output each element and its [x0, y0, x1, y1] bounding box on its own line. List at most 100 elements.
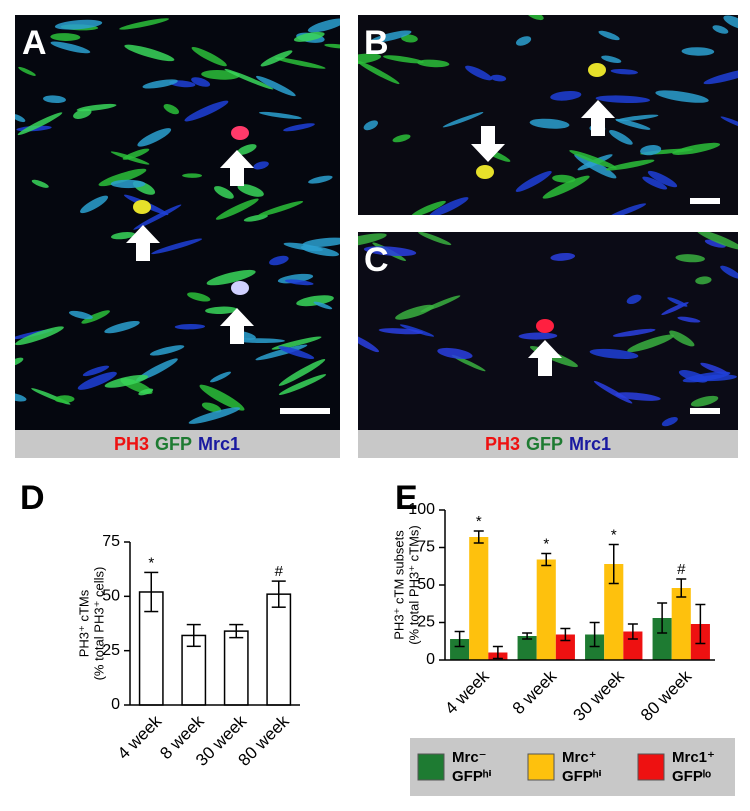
arrow — [126, 225, 160, 261]
cells — [358, 15, 738, 215]
cell — [669, 330, 695, 347]
legend-label: Mrc⁻ GFPʰⁱ — [452, 749, 492, 785]
cell — [54, 19, 103, 30]
cell — [278, 374, 327, 395]
cell — [695, 276, 712, 285]
cell — [401, 34, 418, 43]
cell — [235, 338, 285, 344]
cell — [260, 50, 293, 67]
cell — [720, 116, 738, 130]
caption-word: Mrc1 — [198, 434, 240, 454]
cell — [550, 90, 582, 101]
y-axis-label: (% total PH3⁺ cTMs) — [406, 525, 421, 645]
cells — [358, 232, 738, 427]
legend-label: Mrc⁺ GFPʰⁱ — [562, 749, 602, 785]
overlays — [126, 63, 720, 414]
cell — [258, 111, 302, 119]
legend-line: GFPʰⁱ — [562, 768, 602, 785]
cell — [588, 63, 606, 77]
cell — [82, 365, 110, 377]
cell — [81, 310, 110, 324]
arrow — [581, 100, 615, 136]
cell — [647, 170, 678, 188]
cell — [615, 392, 661, 401]
cell — [712, 25, 729, 34]
cell — [255, 344, 308, 361]
significance: * — [148, 554, 154, 571]
y-tick-label: 25 — [102, 642, 120, 659]
cell — [174, 323, 206, 330]
cell — [442, 111, 484, 128]
cell — [68, 310, 93, 320]
cell — [257, 201, 304, 217]
cell — [184, 100, 229, 122]
x-tick-label: 80 week — [637, 666, 696, 725]
cell — [43, 95, 66, 104]
cell — [163, 103, 180, 115]
cell — [119, 18, 170, 30]
cell — [324, 43, 340, 49]
cell — [73, 108, 92, 119]
cell — [661, 417, 678, 427]
caption-word: GFP — [155, 434, 192, 454]
cell — [704, 239, 726, 248]
cell — [574, 153, 617, 179]
x-tick-label: 30 week — [570, 666, 629, 725]
legend-line: Mrc⁻ — [452, 749, 491, 766]
cell — [465, 65, 493, 81]
cell — [392, 134, 411, 143]
arrow — [220, 150, 254, 186]
bar — [671, 588, 691, 660]
caption-bar — [15, 430, 340, 458]
cell — [187, 292, 211, 302]
cell — [80, 195, 109, 214]
cell — [133, 200, 151, 214]
cell — [274, 57, 326, 69]
cell — [284, 279, 314, 286]
cell — [77, 371, 117, 390]
cell — [542, 175, 590, 199]
legend-swatch — [527, 753, 555, 781]
cell — [224, 68, 274, 90]
cell — [723, 15, 738, 30]
y-tick-label: 100 — [408, 501, 435, 518]
y-axis-label: PH3⁺ cTMs — [76, 589, 91, 657]
cell — [612, 328, 656, 337]
cell — [358, 333, 380, 353]
cell — [609, 130, 633, 145]
cell — [526, 15, 544, 21]
cell — [395, 304, 435, 320]
arrow — [471, 126, 505, 162]
cell — [271, 336, 322, 350]
legend-line: Mrc1⁺ — [672, 749, 719, 766]
legend-swatch — [637, 753, 665, 781]
y-tick-label: 0 — [111, 696, 120, 713]
cell — [606, 203, 647, 215]
cell — [293, 31, 325, 42]
cell — [182, 173, 202, 178]
cell — [15, 357, 24, 367]
cell — [201, 402, 222, 413]
arrow — [528, 340, 562, 376]
cell — [269, 255, 289, 266]
cell — [667, 297, 688, 307]
significance: # — [275, 563, 284, 580]
cell — [370, 30, 412, 43]
panel-letter: E — [395, 479, 418, 517]
legend-line: GFPˡᵒ — [672, 768, 711, 785]
caption-word: PH3 — [114, 434, 149, 454]
cell — [206, 269, 256, 286]
cell — [640, 144, 662, 156]
y-tick-label: 0 — [426, 651, 435, 668]
cell — [681, 47, 715, 56]
cell — [363, 120, 378, 131]
cell — [516, 36, 532, 46]
panel-letter: D — [20, 479, 45, 517]
y-tick-label: 50 — [417, 576, 435, 593]
cell — [307, 18, 340, 33]
cell — [358, 60, 400, 85]
cell — [703, 68, 738, 85]
cell — [50, 41, 91, 54]
cell — [15, 392, 27, 402]
